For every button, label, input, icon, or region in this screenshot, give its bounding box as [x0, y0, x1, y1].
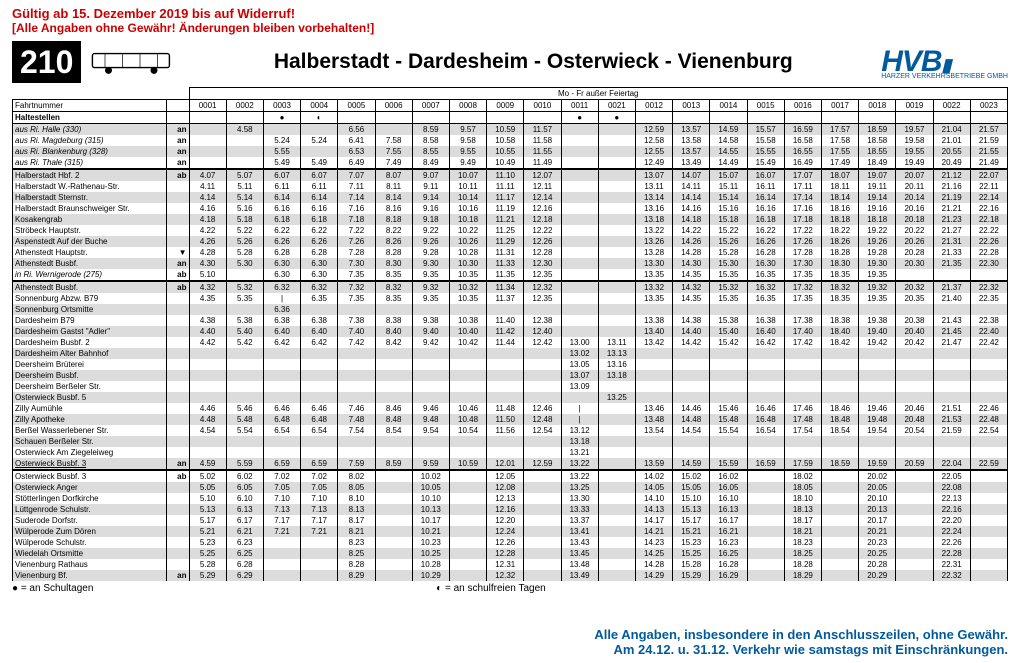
legend-nonschooldays: ◐ = an schulfreien Tagen [436, 583, 546, 594]
notice-line1: Gültig ab 15. Dezember 2019 bis auf Wide… [12, 6, 1008, 21]
header-bar: 210 Halberstadt - Dardesheim - Osterwiec… [0, 37, 1020, 83]
bus-icon [91, 48, 175, 76]
route-number: 210 [12, 41, 81, 83]
footer-note: Alle Angaben, insbesondere in den Anschl… [594, 627, 1008, 657]
legend-schooldays: ● = an Schultagen [12, 583, 93, 594]
legend: ● = an Schultagen ◐ = an schulfreien Tag… [0, 581, 1020, 596]
brand-logo: HVB▮ HARZER VERKEHRSBETRIEBE GMBH [881, 45, 1008, 80]
timetable: Mo - Fr außer FeiertagFahrtnummer0001000… [12, 87, 1008, 581]
validity-notice: Gültig ab 15. Dezember 2019 bis auf Wide… [0, 0, 1020, 37]
route-title: Halberstadt - Dardesheim - Osterwieck - … [185, 50, 881, 74]
notice-line2: [Alle Angaben ohne Gewähr! Änderungen bl… [12, 21, 1008, 35]
